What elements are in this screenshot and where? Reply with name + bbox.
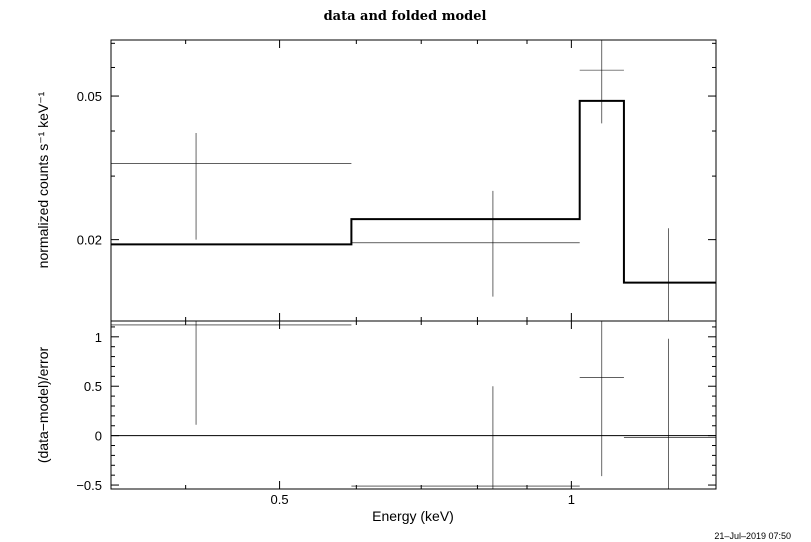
residual-point <box>623 338 716 489</box>
x-axis-label: Energy (keV) <box>372 508 454 524</box>
y-tick-label: 0.02 <box>77 233 102 248</box>
lower-axis-ticks <box>111 321 716 489</box>
upper-data-series <box>111 40 716 322</box>
timestamp: 21–Jul–2019 07:50 <box>714 531 791 541</box>
lower-y-axis-label: (data−model)/error <box>35 346 51 463</box>
chart-title: data and folded model <box>324 9 487 24</box>
data-point <box>579 40 624 124</box>
data-point <box>623 228 716 322</box>
residual-point <box>111 321 352 425</box>
y-tick-label: 1 <box>95 330 102 345</box>
residual-point <box>351 386 580 489</box>
lower-panel-frame <box>110 320 717 490</box>
upper-axis-ticks <box>111 40 716 321</box>
y-tick-label: 0.05 <box>77 89 102 104</box>
y-tick-label: −0.5 <box>76 478 102 493</box>
data-point <box>111 132 352 240</box>
y-tick-label: 0 <box>95 429 102 444</box>
lower-tick-labels: −0.5 0 0.5 1 0.5 1 <box>76 330 575 507</box>
folded-model-line <box>111 99 716 284</box>
y-tick-label: 0.5 <box>84 379 102 394</box>
upper-y-axis-label: normalized counts s⁻¹ keV⁻¹ <box>35 91 51 268</box>
x-tick-label: 0.5 <box>271 492 289 507</box>
data-point <box>351 190 580 297</box>
upper-tick-labels: 0.02 0.05 <box>77 89 102 248</box>
residual-point <box>579 321 624 477</box>
lower-residual-series <box>111 321 716 489</box>
x-tick-label: 1 <box>568 492 575 507</box>
upper-panel-frame <box>110 39 717 322</box>
